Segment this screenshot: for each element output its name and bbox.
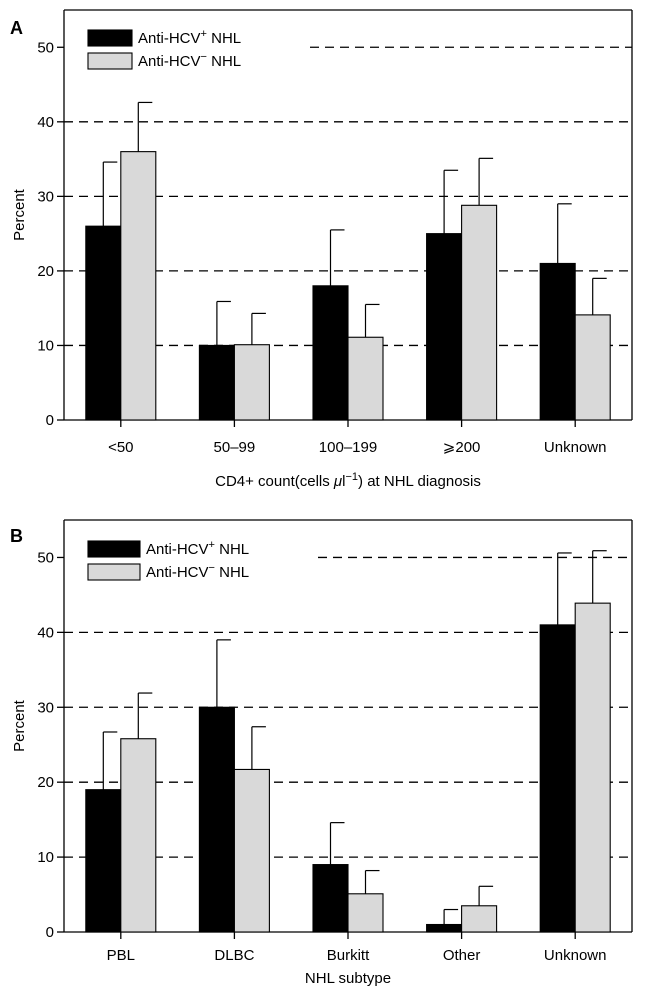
bar-anti-hcv-negative xyxy=(347,336,384,421)
x-axis-title: CD4+ count(cells μl−1) at NHL diagnosis xyxy=(215,471,481,490)
bar-anti-hcv-negative xyxy=(461,905,498,933)
bar-anti-hcv-positive xyxy=(198,706,235,933)
legend-swatch xyxy=(87,52,133,70)
bar-anti-hcv-negative xyxy=(233,344,270,421)
y-tick-label: 20 xyxy=(37,774,54,791)
y-tick-label: 40 xyxy=(37,624,54,641)
bar-anti-hcv-positive xyxy=(312,285,349,421)
legend-swatch xyxy=(87,29,133,47)
bar-anti-hcv-negative xyxy=(347,893,384,933)
x-tick-label: Burkitt xyxy=(327,947,370,964)
legend-entry: Anti-HCV− NHL xyxy=(138,51,241,70)
x-tick-label: PBL xyxy=(107,947,135,964)
x-tick-label: 100–199 xyxy=(319,439,377,456)
panel-label: B xyxy=(10,526,23,546)
bar-anti-hcv-negative xyxy=(233,768,270,933)
panel-label: A xyxy=(10,18,23,38)
bar-anti-hcv-negative xyxy=(120,151,157,421)
y-tick-label: 10 xyxy=(37,849,54,866)
bar-anti-hcv-positive xyxy=(312,864,349,933)
bar-anti-hcv-negative xyxy=(574,602,611,933)
y-axis-title: Percent xyxy=(11,699,28,752)
x-tick-label: Unknown xyxy=(544,947,607,964)
bar-anti-hcv-positive xyxy=(85,225,122,421)
legend-swatch xyxy=(87,540,141,558)
y-tick-label: 40 xyxy=(37,114,54,131)
bar-anti-hcv-positive xyxy=(426,233,463,421)
y-tick-label: 20 xyxy=(37,263,54,280)
bar-anti-hcv-positive xyxy=(426,923,463,933)
x-tick-label: Other xyxy=(443,947,481,964)
bar-anti-hcv-positive xyxy=(198,344,235,421)
y-tick-label: 50 xyxy=(37,549,54,566)
y-tick-label: 0 xyxy=(46,412,54,429)
x-tick-label: <50 xyxy=(108,439,133,456)
x-axis-title: NHL subtype xyxy=(305,970,391,987)
bar-anti-hcv-negative xyxy=(120,738,157,933)
legend-entry: Anti-HCV+ NHL xyxy=(138,28,241,47)
y-tick-label: 30 xyxy=(37,699,54,716)
bar-anti-hcv-positive xyxy=(539,262,576,421)
legend-entry: Anti-HCV− NHL xyxy=(146,562,249,581)
y-tick-label: 10 xyxy=(37,337,54,354)
bar-anti-hcv-positive xyxy=(539,624,576,933)
y-axis-title: Percent xyxy=(11,188,28,241)
bar-anti-hcv-negative xyxy=(461,204,498,421)
x-tick-label: ⩾200 xyxy=(443,439,481,456)
x-tick-label: Unknown xyxy=(544,439,607,456)
bar-anti-hcv-positive xyxy=(85,789,122,933)
legend-entry: Anti-HCV+ NHL xyxy=(146,539,249,558)
y-tick-label: 50 xyxy=(37,39,54,56)
x-tick-label: DLBC xyxy=(214,947,254,964)
chart-panel-b: B 0 10 20 30 40 50 Percent PBL DLBC Burkitt Other Un… xyxy=(10,519,633,987)
legend-swatch xyxy=(87,563,141,581)
y-tick-label: 30 xyxy=(37,188,54,205)
chart-panel-a: A 0 10 20 30 40 50 Percent <50 50–99 100–199 ⩾200 Un… xyxy=(10,9,633,490)
x-tick-label: 50–99 xyxy=(214,439,256,456)
y-tick-label: 0 xyxy=(46,924,54,941)
bar-anti-hcv-negative xyxy=(574,314,611,421)
